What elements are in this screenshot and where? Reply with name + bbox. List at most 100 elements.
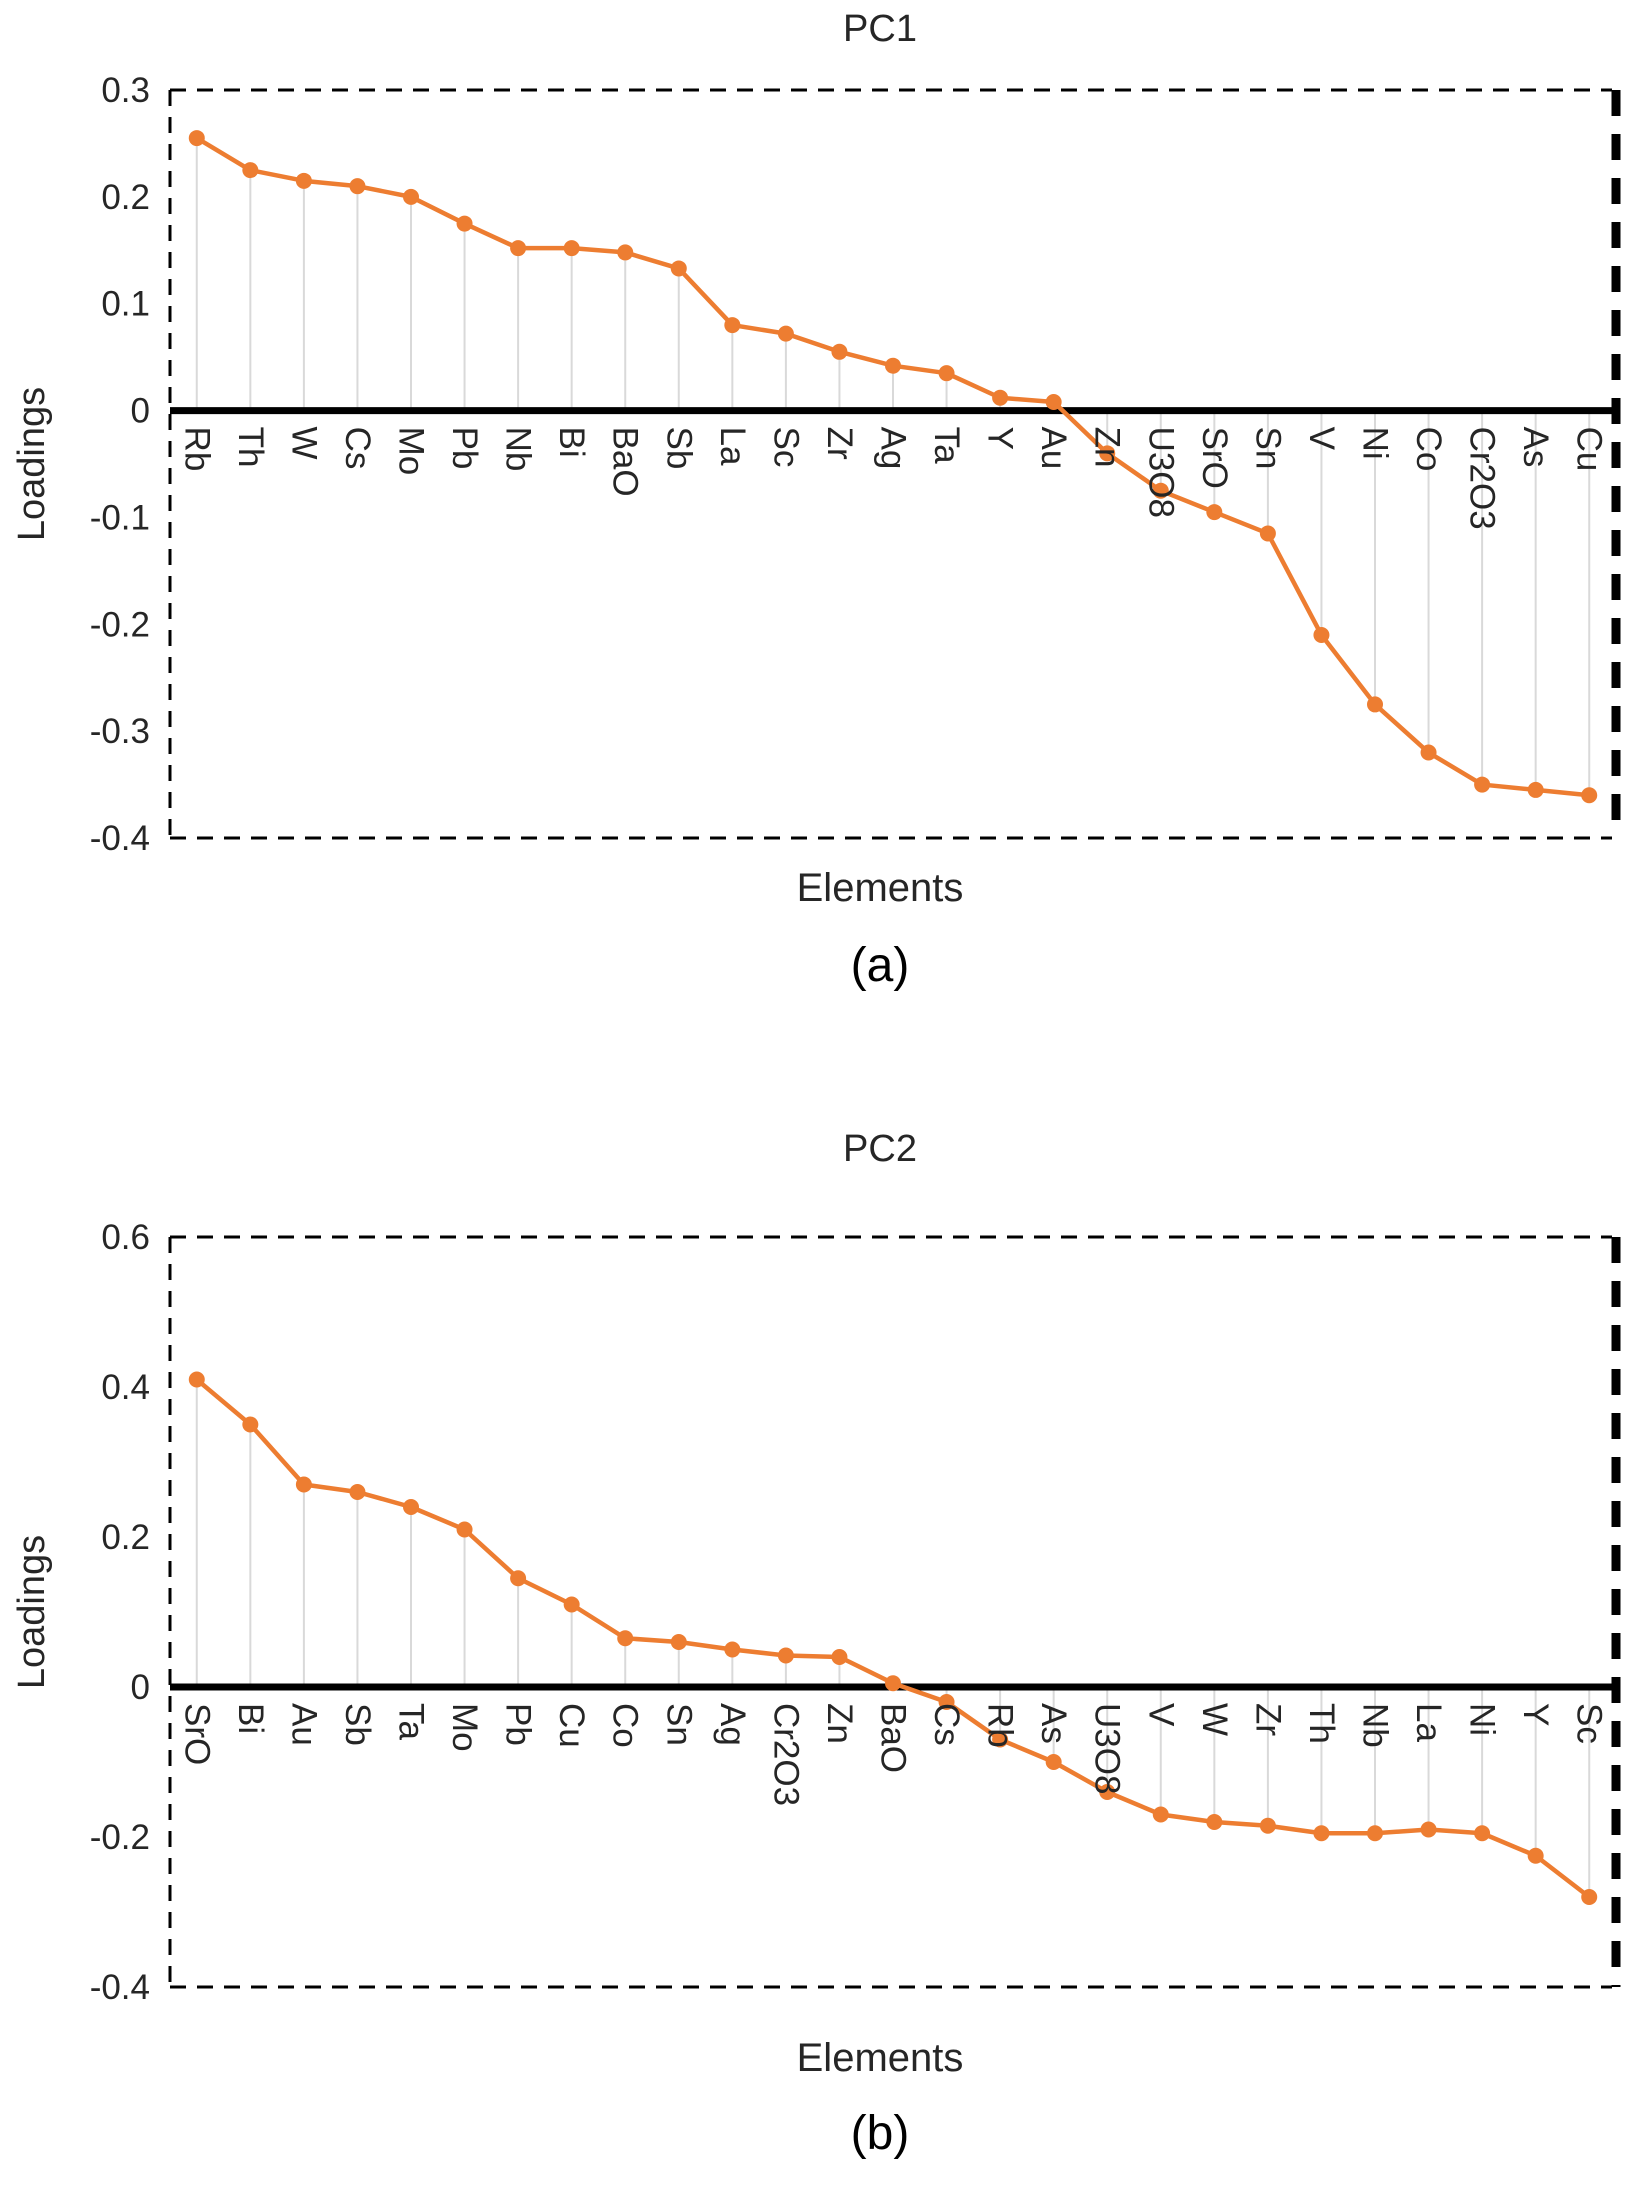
- data-point-marker: [938, 1694, 955, 1710]
- x-category-label: La: [1409, 1703, 1448, 1742]
- x-category-label: Cu: [1570, 427, 1609, 472]
- y-tick-label: -0.4: [90, 819, 150, 858]
- y-tick-label: -0.2: [90, 605, 150, 644]
- x-category-label: Cr2O3: [1463, 427, 1502, 530]
- x-category-label: Y: [1516, 1703, 1555, 1726]
- data-point-marker: [831, 343, 848, 360]
- x-category-label: Th: [231, 427, 270, 468]
- data-point-marker: [831, 1649, 848, 1665]
- x-category-label: Ag: [874, 427, 913, 470]
- y-tick-label: 0: [131, 1668, 150, 1707]
- x-category-label: Co: [606, 1703, 645, 1748]
- chart-b-x-axis-title: Elements: [796, 2036, 964, 2080]
- x-category-label: Co: [1409, 427, 1448, 472]
- x-category-label: As: [1516, 427, 1555, 468]
- x-category-label: Nb: [499, 427, 538, 472]
- data-point-marker: [1420, 744, 1437, 761]
- y-tick-label: 0.3: [101, 71, 150, 110]
- data-point-marker: [1313, 1825, 1330, 1842]
- data-point-marker: [1152, 1806, 1169, 1823]
- y-tick-label: -0.1: [90, 498, 150, 537]
- x-category-label: V: [1302, 427, 1341, 451]
- data-point-marker: [1367, 1825, 1383, 1842]
- data-point-marker: [403, 188, 419, 205]
- data-point-marker: [456, 1521, 473, 1538]
- y-tick-label: 0.4: [101, 1368, 150, 1407]
- data-point-marker: [510, 1570, 527, 1587]
- x-category-label: Zn: [820, 1703, 859, 1744]
- data-point-marker: [885, 357, 901, 374]
- data-point-marker: [1259, 1817, 1276, 1834]
- x-category-label: Cs: [927, 1703, 966, 1746]
- x-category-label: U3O8: [1088, 1703, 1127, 1794]
- data-point-marker: [938, 365, 955, 382]
- y-tick-label: -0.3: [90, 712, 150, 751]
- data-point-marker: [777, 1647, 794, 1664]
- y-tick-label: 0.2: [101, 178, 150, 217]
- x-category-label: Au: [284, 1703, 323, 1746]
- x-category-label: Y: [981, 427, 1020, 450]
- data-point-marker: [510, 240, 527, 257]
- data-point-marker: [1581, 787, 1598, 804]
- x-category-label: Sb: [659, 427, 698, 470]
- x-category-label: W: [284, 427, 323, 460]
- loadings-line: [195, 1377, 1591, 1899]
- x-category-label: W: [1195, 1703, 1234, 1736]
- y-tick-label: -0.4: [90, 1968, 150, 2007]
- data-point-marker: [1581, 1889, 1598, 1905]
- plot-border: [168, 1235, 1612, 1989]
- x-category-label: Cs: [338, 427, 377, 470]
- x-category-label: Sn: [1248, 427, 1287, 470]
- data-point-marker: [1045, 394, 1062, 411]
- x-category-label: Rb: [177, 427, 216, 472]
- data-point-marker: [1313, 626, 1330, 643]
- chart-b-title: PC2: [843, 1128, 917, 1170]
- x-category-label: Rb: [981, 1703, 1020, 1748]
- x-category-label: As: [1034, 1703, 1073, 1744]
- data-point-marker: [670, 260, 687, 277]
- data-point-marker: [1527, 781, 1544, 798]
- x-category-label: Bi: [552, 427, 591, 458]
- y-tick-label: 0.2: [101, 1518, 150, 1557]
- data-point-marker: [188, 1371, 205, 1388]
- data-point-marker: [1206, 1814, 1223, 1830]
- x-category-label: V: [1141, 1703, 1180, 1727]
- x-category-label: Ni: [1356, 427, 1395, 460]
- x-category-label: Mo: [445, 1703, 484, 1752]
- data-point-marker: [403, 1499, 419, 1515]
- x-category-label: Ni: [1463, 1703, 1502, 1736]
- x-category-label: Sb: [338, 1703, 377, 1746]
- x-category-label: La: [713, 427, 752, 466]
- x-category-label: Bi: [231, 1703, 270, 1734]
- x-category-label: Mo: [392, 427, 431, 476]
- y-tick-label: -0.2: [90, 1818, 150, 1857]
- data-point-marker: [777, 325, 794, 342]
- y-tick-label: 0.6: [101, 1218, 150, 1257]
- data-point-marker: [1099, 445, 1116, 462]
- x-category-label: Sc: [1570, 1703, 1609, 1744]
- data-point-marker: [1099, 1784, 1116, 1800]
- data-point-marker: [242, 162, 259, 179]
- data-point-marker: [563, 1596, 580, 1613]
- x-category-label: Ta: [392, 1703, 431, 1741]
- data-point-marker: [1367, 696, 1383, 713]
- x-category-label: SrO: [1195, 427, 1234, 489]
- x-category-label: Au: [1034, 427, 1073, 470]
- x-category-label: Ag: [713, 1703, 752, 1746]
- x-category-label: BaO: [606, 427, 645, 497]
- chart-a-x-axis-title: Elements: [796, 866, 964, 910]
- x-category-label: BaO: [874, 1703, 913, 1773]
- data-point-marker: [242, 1416, 259, 1433]
- data-point-marker: [295, 1476, 312, 1493]
- data-point-marker: [1152, 482, 1169, 499]
- data-point-marker: [724, 317, 741, 334]
- data-point-marker: [349, 178, 366, 195]
- chart-pc1: 0.3 0.2 0.1 0 -0.1 -0.2 -0.3 -0.4 Rb Th W Cs Mo Pb Nb B…: [90, 71, 1621, 858]
- x-category-label: Ta: [927, 427, 966, 465]
- data-point-marker: [1474, 776, 1491, 793]
- data-point-marker: [563, 240, 580, 257]
- data-point-marker: [617, 1630, 634, 1647]
- chart-a-title: PC1: [843, 8, 917, 50]
